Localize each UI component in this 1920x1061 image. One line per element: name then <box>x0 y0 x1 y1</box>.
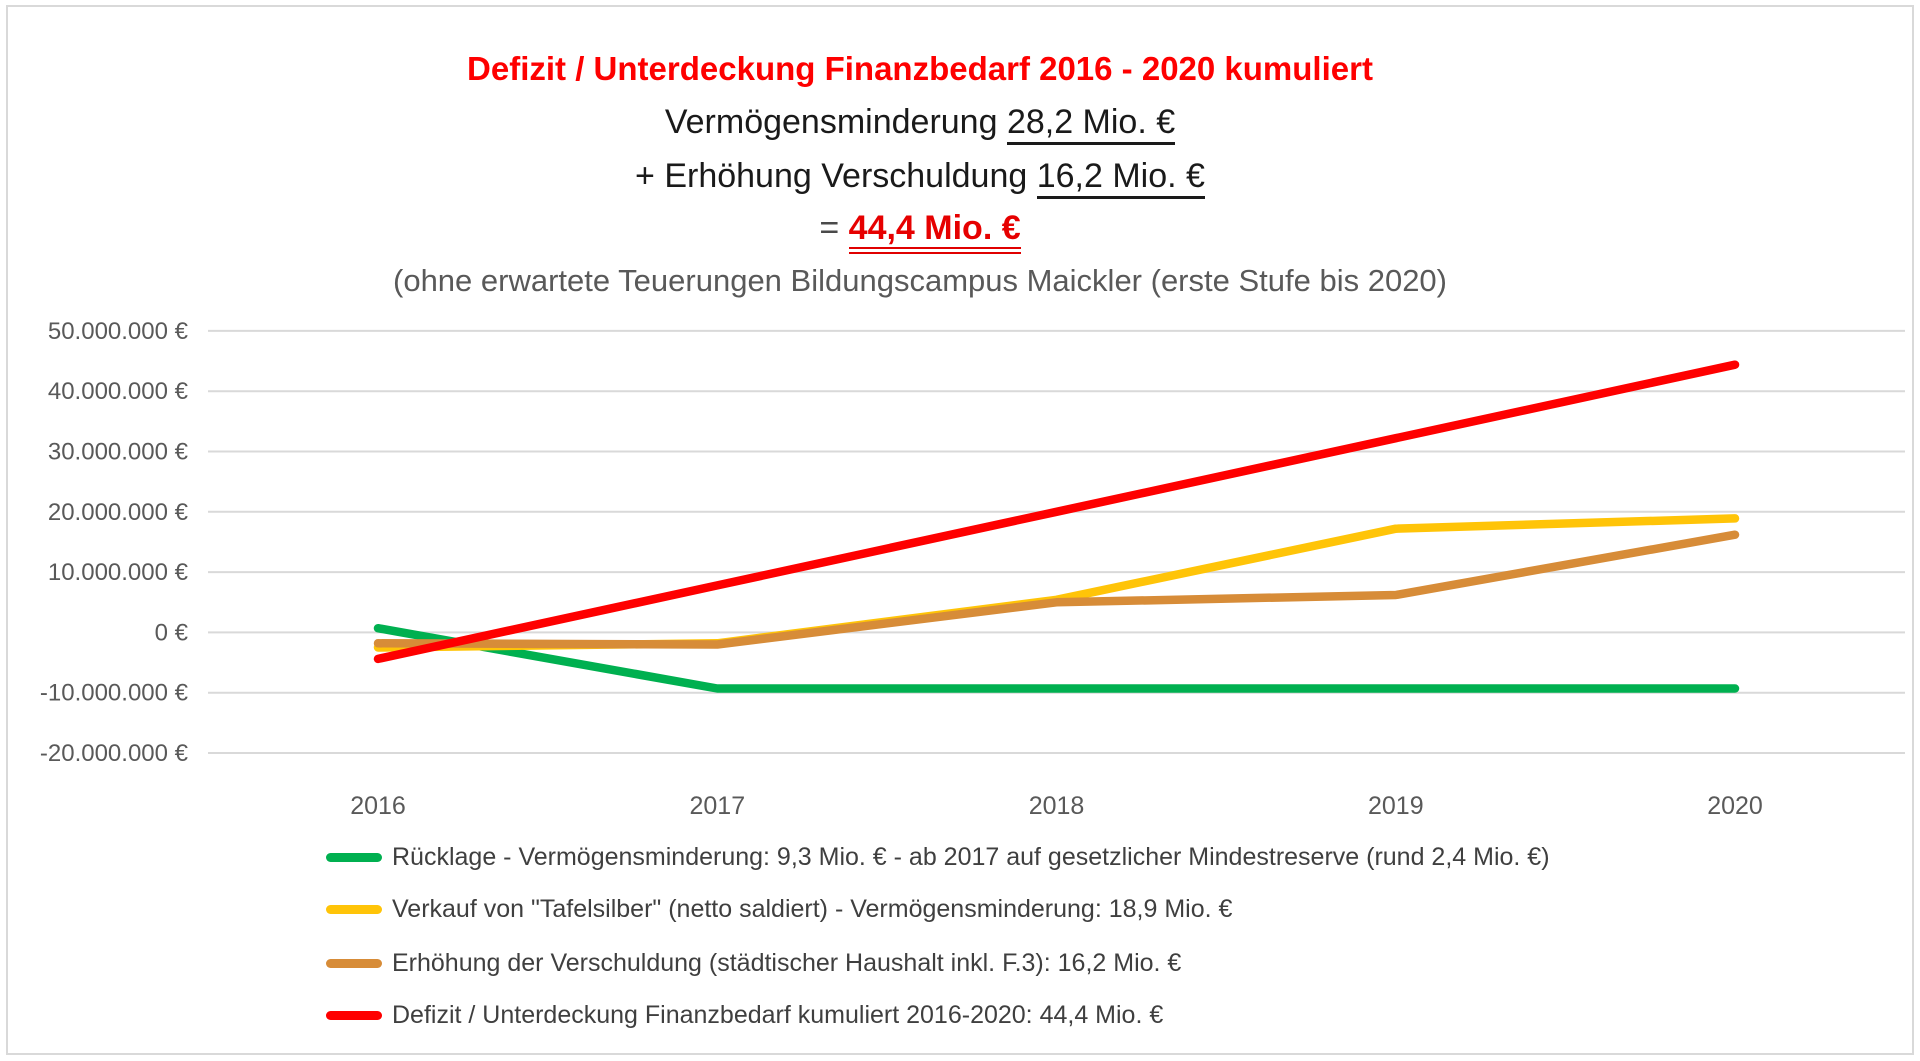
equals-sign: = <box>819 209 849 247</box>
y-axis-tick-label: 40.000.000 € <box>48 378 189 405</box>
subtitle-value-underlined: 28,2 Mio. € <box>1006 103 1176 145</box>
total-value-double-underlined: 44,4 Mio. € <box>848 209 1021 254</box>
series-line <box>373 623 1740 693</box>
subtitle-erhoehung-verschuldung: + Erhöhung Verschuldung 16,2 Mio. € <box>0 157 1840 199</box>
y-axis-tick-label: 10.000.000 € <box>48 559 189 586</box>
chart-title: Defizit / Unterdeckung Finanzbedarf 2016… <box>467 50 1373 87</box>
subtitle-value-underlined: 16,2 Mio. € <box>1036 157 1205 199</box>
series-line <box>373 360 1740 664</box>
y-axis-tick-label: 20.000.000 € <box>48 499 189 526</box>
y-axis-tick-label: -20.000.000 € <box>40 740 189 767</box>
chart-note: (ohne erwartete Teuerungen Bildungscampu… <box>393 263 1447 298</box>
x-axis-tick-label: 2018 <box>1029 792 1085 820</box>
subtitle-text: Vermögensminderung <box>664 103 1007 141</box>
x-axis-tick-label: 2017 <box>689 792 745 820</box>
y-axis-tick-label: -10.000.000 € <box>40 680 189 707</box>
y-axis-tick-label: 30.000.000 € <box>48 439 189 466</box>
subtitle-vermoegensminderung: Vermögensminderung 28,2 Mio. € <box>0 103 1840 145</box>
series-line <box>373 530 1740 649</box>
y-axis-tick-label: 50.000.000 € <box>48 318 189 345</box>
x-axis-tick-label: 2020 <box>1707 792 1763 820</box>
page-border-frame <box>6 5 1914 1055</box>
x-axis-tick-label: 2019 <box>1368 792 1424 820</box>
series-line <box>373 514 1740 652</box>
subtitle-total: = 44,4 Mio. € <box>0 209 1840 254</box>
y-axis-tick-label: 0 € <box>155 619 189 646</box>
subtitle-text: + Erhöhung Verschuldung <box>635 157 1037 195</box>
x-axis-tick-label: 2016 <box>350 792 406 820</box>
